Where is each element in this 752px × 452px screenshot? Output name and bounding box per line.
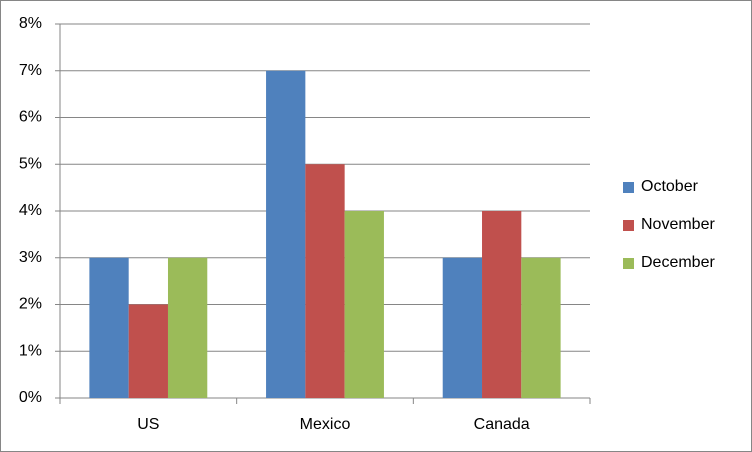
legend-swatch bbox=[623, 258, 634, 269]
y-tick-label: 3% bbox=[19, 249, 42, 266]
legend-label: November bbox=[641, 216, 715, 233]
bar bbox=[128, 304, 168, 398]
bar bbox=[167, 257, 208, 398]
y-tick-label: 0% bbox=[19, 389, 42, 406]
y-tick-label: 6% bbox=[19, 109, 42, 126]
legend-swatch bbox=[623, 182, 634, 193]
bar bbox=[521, 257, 561, 398]
bar bbox=[442, 257, 483, 398]
bar bbox=[344, 211, 384, 398]
x-tick-label: Canada bbox=[474, 416, 530, 433]
legend-swatch bbox=[623, 220, 634, 231]
y-tick-label: 4% bbox=[19, 202, 42, 219]
y-tick-label: 5% bbox=[19, 155, 42, 172]
legend-label: October bbox=[641, 178, 699, 195]
bar bbox=[89, 257, 129, 398]
bar bbox=[266, 70, 306, 398]
bar bbox=[305, 164, 345, 398]
bar bbox=[482, 211, 522, 398]
y-tick-label: 2% bbox=[19, 296, 42, 313]
legend-label: December bbox=[641, 254, 715, 271]
x-tick-label: Mexico bbox=[300, 416, 351, 433]
y-tick-label: 1% bbox=[19, 342, 42, 359]
x-tick-label: US bbox=[137, 416, 159, 433]
y-tick-label: 8% bbox=[19, 15, 42, 32]
y-tick-label: 7% bbox=[19, 62, 42, 79]
